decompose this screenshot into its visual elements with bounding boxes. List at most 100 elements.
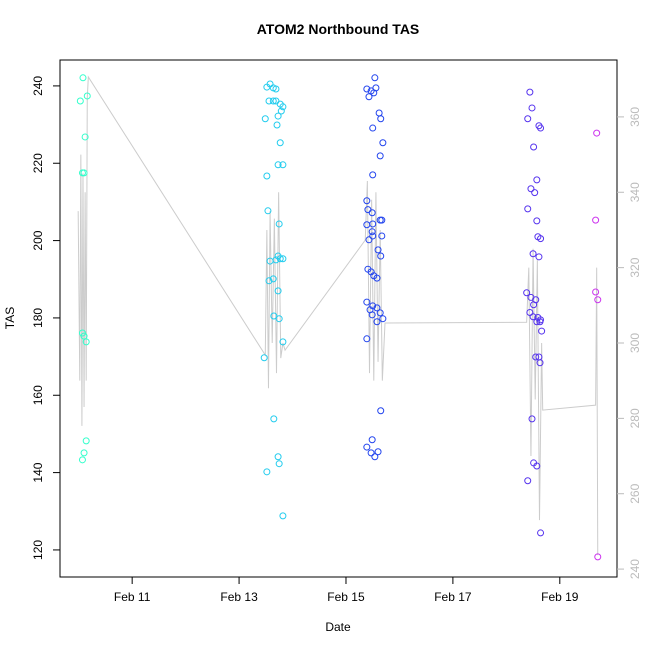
x-tick-label: Feb 19 xyxy=(541,590,579,604)
x-tick-label: Feb 11 xyxy=(114,590,151,604)
point xyxy=(524,115,532,123)
point xyxy=(535,253,543,261)
point xyxy=(530,143,538,151)
point xyxy=(532,353,540,361)
point xyxy=(368,209,376,217)
y-tick-label: 220 xyxy=(31,153,45,173)
point xyxy=(533,176,541,184)
point xyxy=(79,74,87,82)
point xyxy=(274,453,282,461)
point xyxy=(528,104,536,112)
point xyxy=(363,335,371,343)
point xyxy=(263,172,271,180)
point xyxy=(377,407,385,415)
point xyxy=(275,460,283,468)
point xyxy=(371,74,379,82)
point xyxy=(376,216,384,224)
point xyxy=(279,103,287,111)
point xyxy=(537,316,545,324)
point xyxy=(527,185,535,193)
y2-tick-label: 240 xyxy=(628,559,642,579)
point xyxy=(376,152,384,160)
y-tick-label: 180 xyxy=(31,308,45,328)
point xyxy=(379,315,387,323)
point xyxy=(76,97,84,105)
point xyxy=(279,512,287,520)
point xyxy=(82,437,90,445)
point xyxy=(264,207,272,215)
point xyxy=(537,529,545,537)
point xyxy=(538,327,546,335)
point xyxy=(592,216,600,224)
point xyxy=(265,277,273,285)
y-tick-label: 240 xyxy=(31,76,45,96)
point xyxy=(275,315,283,323)
point xyxy=(368,228,376,236)
y2-tick-label: 300 xyxy=(628,333,642,353)
point xyxy=(80,169,88,177)
point xyxy=(532,296,540,304)
point xyxy=(365,93,373,101)
point xyxy=(270,312,278,320)
point xyxy=(371,453,379,461)
y-tick-label: 120 xyxy=(31,540,45,560)
point xyxy=(374,448,382,456)
point xyxy=(269,97,277,105)
plot-box xyxy=(59,59,618,578)
point xyxy=(274,252,282,260)
point xyxy=(261,115,269,123)
point xyxy=(379,139,387,147)
point xyxy=(378,232,386,240)
point xyxy=(274,161,282,169)
y2-tick-label: 340 xyxy=(628,182,642,202)
point xyxy=(363,221,371,229)
point xyxy=(279,338,287,346)
point xyxy=(272,85,280,93)
point xyxy=(368,436,376,444)
point xyxy=(275,220,283,228)
x-tick-label: Feb 15 xyxy=(327,590,365,604)
point xyxy=(277,107,285,115)
point xyxy=(373,274,381,282)
y2-tick-label: 260 xyxy=(628,483,642,503)
point xyxy=(529,250,537,258)
point xyxy=(373,318,381,326)
point xyxy=(531,189,539,197)
point xyxy=(536,359,544,367)
y2-tick-label: 360 xyxy=(628,107,642,127)
point xyxy=(363,85,371,93)
y-axis-label: TAS xyxy=(3,307,17,329)
point xyxy=(528,415,536,423)
point xyxy=(537,124,545,132)
point xyxy=(369,124,377,132)
point xyxy=(363,443,371,451)
y-tick-label: 140 xyxy=(31,462,45,482)
point xyxy=(376,309,384,317)
point xyxy=(529,313,537,321)
point xyxy=(377,252,385,260)
chart-title: ATOM2 Northbound TAS xyxy=(257,21,420,37)
point xyxy=(78,456,86,464)
point xyxy=(377,115,385,123)
point xyxy=(363,197,371,205)
point xyxy=(593,129,601,137)
point xyxy=(365,236,373,244)
point xyxy=(260,354,268,362)
point xyxy=(368,311,376,319)
y-tick-label: 200 xyxy=(31,230,45,250)
point xyxy=(524,205,532,213)
y2-tick-label: 280 xyxy=(628,408,642,428)
point xyxy=(81,133,89,141)
y-tick-label: 160 xyxy=(31,385,45,405)
point xyxy=(274,287,282,295)
point xyxy=(269,275,277,283)
point xyxy=(273,121,281,129)
point xyxy=(594,553,602,561)
point xyxy=(594,296,602,304)
point xyxy=(265,97,273,105)
x-tick-label: Feb 13 xyxy=(220,590,258,604)
point xyxy=(367,449,375,457)
